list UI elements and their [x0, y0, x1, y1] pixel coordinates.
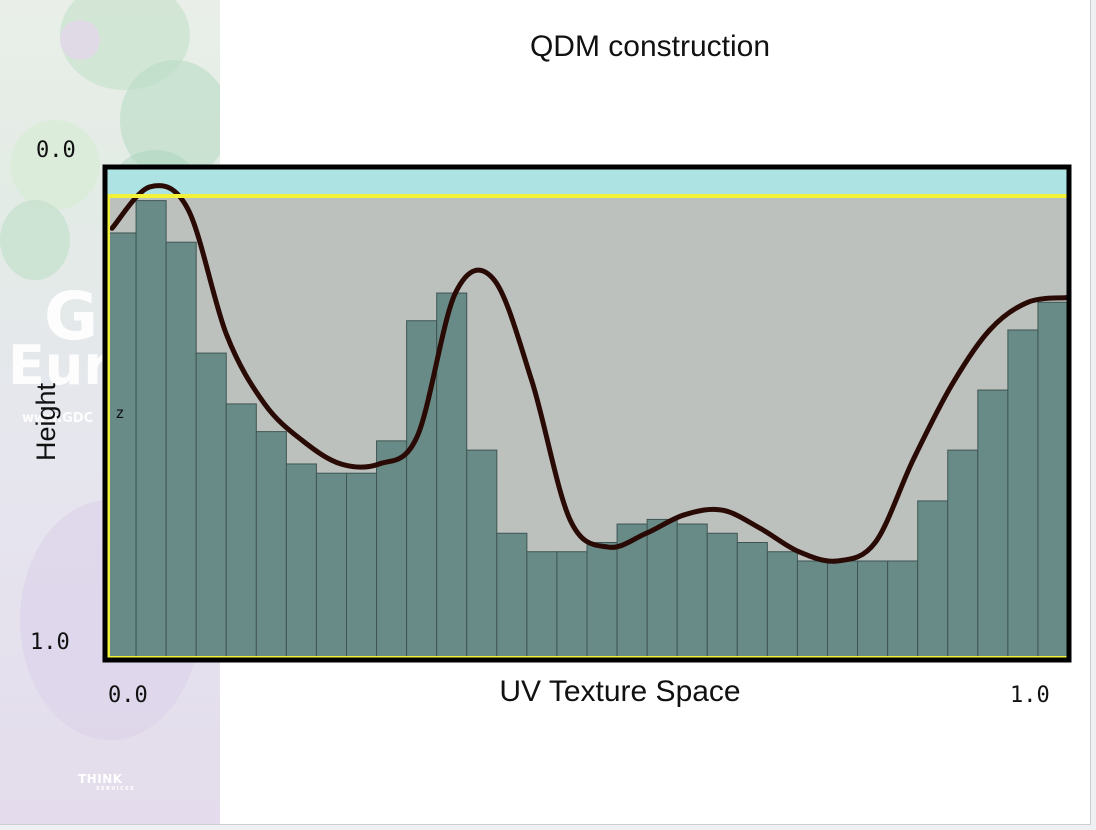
- bar-32: [1037, 301, 1069, 659]
- bar-24: [796, 560, 829, 659]
- bar-13: [466, 449, 498, 659]
- bar-5: [225, 403, 257, 659]
- bar-29: [947, 449, 979, 659]
- bar-3: [165, 241, 197, 659]
- bar-23: [766, 551, 798, 659]
- bar-22: [736, 542, 768, 659]
- bar-25: [827, 560, 859, 659]
- x-end-label: 1.0: [1010, 683, 1050, 708]
- top-band: [106, 168, 1068, 196]
- think-services-logo: THINK SERVICES: [78, 772, 135, 792]
- bar-14: [496, 532, 528, 659]
- bar-2: [135, 200, 167, 659]
- x-start-label: 0.0: [108, 683, 148, 708]
- bar-12: [436, 292, 468, 659]
- logo-text: THINK: [78, 772, 123, 786]
- bar-10: [376, 440, 408, 659]
- side-logo-letters: G Eur www.GDC: [8, 278, 110, 427]
- y-axis-title: Height: [31, 382, 61, 462]
- bar-31: [1007, 329, 1039, 659]
- bar-27: [887, 560, 919, 659]
- bar-19: [646, 518, 678, 659]
- side-letters-eur: Eur: [8, 334, 110, 398]
- x-axis-title: UV Texture Space: [499, 675, 741, 708]
- bar-30: [977, 389, 1009, 659]
- bar-16: [556, 551, 588, 659]
- z-label: z: [116, 405, 124, 422]
- bar-28: [917, 500, 949, 659]
- bar-17: [586, 542, 618, 659]
- bar-15: [526, 551, 558, 659]
- bar-1: [105, 232, 137, 659]
- height-bars: [105, 200, 1069, 659]
- bar-8: [315, 472, 348, 659]
- height-curve: [109, 183, 1069, 564]
- bar-26: [857, 560, 889, 659]
- bar-20: [676, 523, 708, 659]
- bar-7: [285, 463, 317, 659]
- bar-9: [346, 472, 378, 659]
- bar-21: [706, 532, 738, 659]
- outer-box: [102, 164, 1072, 663]
- side-letter-g: G: [44, 278, 99, 355]
- y-bottom-label: 1.0: [30, 630, 70, 655]
- bar-6: [255, 431, 287, 659]
- side-url: www.GDC: [22, 411, 94, 427]
- logo-sub: SERVICES: [96, 786, 136, 792]
- bar-4: [195, 352, 227, 659]
- y-top-label: 0.0: [36, 138, 76, 163]
- diagram-title: QDM construction: [529, 30, 771, 63]
